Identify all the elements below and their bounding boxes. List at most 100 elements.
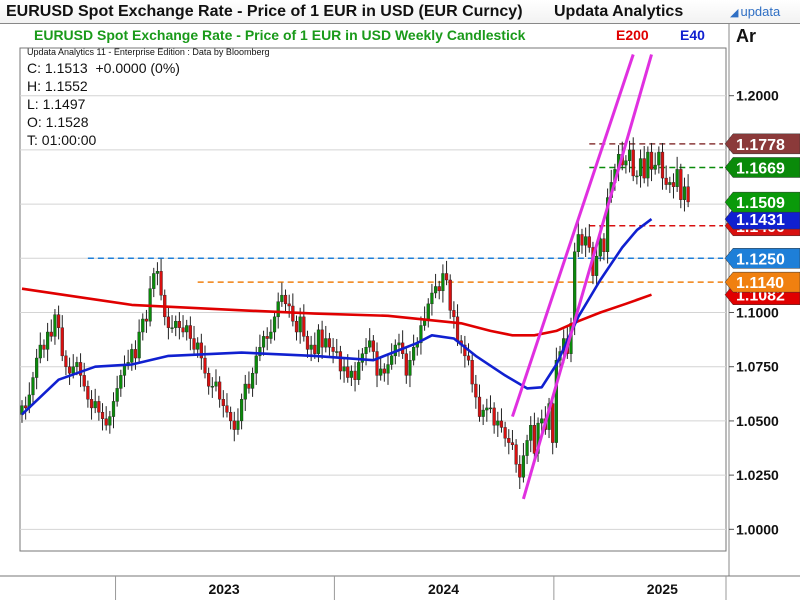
- y-tick-label: 1.0750: [736, 359, 779, 375]
- candle: [218, 376, 222, 408]
- candle: [97, 395, 101, 421]
- candle: [170, 315, 174, 333]
- candle-body: [57, 314, 61, 328]
- candle: [390, 343, 394, 370]
- candle-body: [426, 303, 430, 320]
- candle-body: [298, 316, 302, 333]
- candle: [419, 316, 423, 355]
- candle-body: [261, 336, 266, 348]
- candle: [444, 260, 449, 286]
- candle-body: [89, 399, 94, 409]
- candle-body: [499, 420, 504, 428]
- candle-body: [353, 370, 357, 380]
- candle: [624, 155, 628, 174]
- candle: [646, 146, 650, 187]
- candle: [437, 280, 441, 300]
- candle: [371, 335, 375, 360]
- price-flag-box: [724, 191, 800, 213]
- candle-body: [444, 273, 449, 281]
- candles: [20, 137, 690, 489]
- candle: [379, 356, 383, 381]
- x-tick-label: 2025: [647, 581, 678, 597]
- candle-body: [309, 344, 313, 350]
- candle-body: [82, 375, 86, 387]
- candle: [104, 406, 108, 431]
- candle-body: [111, 401, 116, 417]
- candle: [302, 304, 306, 342]
- candle: [375, 342, 379, 388]
- candle: [529, 416, 533, 453]
- candle: [452, 301, 456, 329]
- price-flag-box: [724, 133, 800, 155]
- candle: [185, 319, 189, 341]
- candle: [470, 354, 474, 393]
- candle: [141, 313, 145, 341]
- candle-body: [576, 234, 580, 253]
- candle-body: [247, 383, 251, 389]
- candle-body: [78, 362, 83, 376]
- candle-body: [649, 151, 654, 170]
- candle: [236, 408, 240, 435]
- candle: [349, 365, 353, 387]
- candle: [250, 367, 255, 397]
- candle-body: [287, 303, 291, 307]
- chart-legend: EURUSD Spot Exchange Rate - Price of 1 E…: [27, 26, 756, 148]
- candle-body: [49, 331, 53, 337]
- updata-logo-icon: ◢: [730, 7, 739, 19]
- candle: [638, 149, 643, 188]
- candle-body: [470, 360, 474, 385]
- candle: [331, 338, 335, 364]
- candle-body: [232, 420, 236, 430]
- candle: [595, 247, 599, 288]
- candle: [576, 221, 580, 258]
- candle: [203, 345, 207, 379]
- candle-body: [159, 271, 163, 296]
- price-flag: 1.1431: [724, 208, 800, 230]
- candle: [313, 332, 317, 359]
- candle-body: [646, 151, 650, 179]
- candle: [100, 403, 105, 431]
- candle-body: [455, 316, 460, 341]
- candle-body: [371, 340, 375, 352]
- candle-body: [243, 383, 247, 400]
- candle: [664, 165, 668, 190]
- candle-body: [463, 344, 467, 357]
- candle: [89, 390, 94, 420]
- candle-body: [192, 338, 196, 350]
- candle-body: [104, 418, 108, 426]
- candle-body: [503, 427, 507, 439]
- candle-body: [218, 381, 222, 400]
- plot-frame: [19, 47, 727, 552]
- readout-low: L: 1.1497: [27, 96, 86, 112]
- price-flag-label: 1.1250: [736, 251, 785, 268]
- candle: [239, 393, 244, 430]
- candle: [35, 348, 39, 390]
- candle-body: [595, 255, 599, 276]
- candle-body: [675, 169, 679, 187]
- price-chart[interactable]: 1.0000 1.0250 1.0500 1.0750 1.1000 1.2000 202…: [0, 24, 800, 600]
- candle: [64, 350, 68, 376]
- candle: [338, 345, 343, 380]
- candle-body: [137, 331, 141, 359]
- candle: [272, 311, 277, 341]
- candle: [247, 371, 251, 394]
- axis-unit-label: Ar: [736, 26, 756, 46]
- price-flag: 1.1669: [724, 157, 800, 178]
- candle-body: [181, 327, 185, 333]
- candle-body: [657, 151, 661, 166]
- candle: [675, 156, 679, 192]
- candle: [327, 332, 332, 356]
- candle: [335, 338, 339, 357]
- candle-body: [481, 409, 485, 417]
- candle-body: [686, 186, 690, 203]
- candle-body: [551, 403, 555, 443]
- candle-body: [397, 342, 401, 346]
- candle-body: [668, 182, 672, 185]
- candle: [305, 330, 310, 358]
- candle: [518, 455, 522, 489]
- candle: [31, 371, 35, 404]
- candle-body: [97, 401, 101, 413]
- candle-body: [221, 399, 225, 406]
- updata-logo: ◢ updata: [730, 4, 780, 19]
- candle: [496, 411, 500, 437]
